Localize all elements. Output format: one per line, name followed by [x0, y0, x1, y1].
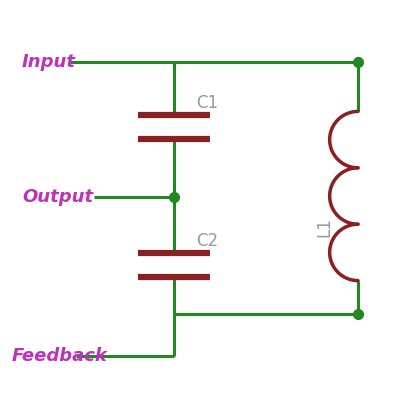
Text: Output: Output: [22, 188, 93, 206]
Text: C1: C1: [196, 94, 218, 113]
Text: L1: L1: [315, 217, 333, 237]
Text: Input: Input: [22, 53, 76, 71]
Text: C2: C2: [196, 232, 218, 250]
Text: Feedback: Feedback: [12, 347, 108, 365]
